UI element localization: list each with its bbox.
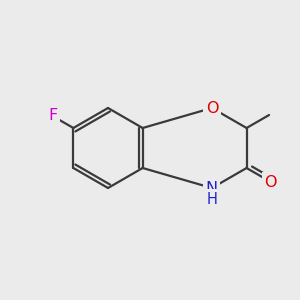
Text: O: O bbox=[206, 100, 218, 116]
Text: H: H bbox=[206, 191, 218, 206]
Text: O: O bbox=[265, 175, 277, 190]
Text: N: N bbox=[206, 181, 218, 196]
Text: F: F bbox=[48, 109, 57, 124]
